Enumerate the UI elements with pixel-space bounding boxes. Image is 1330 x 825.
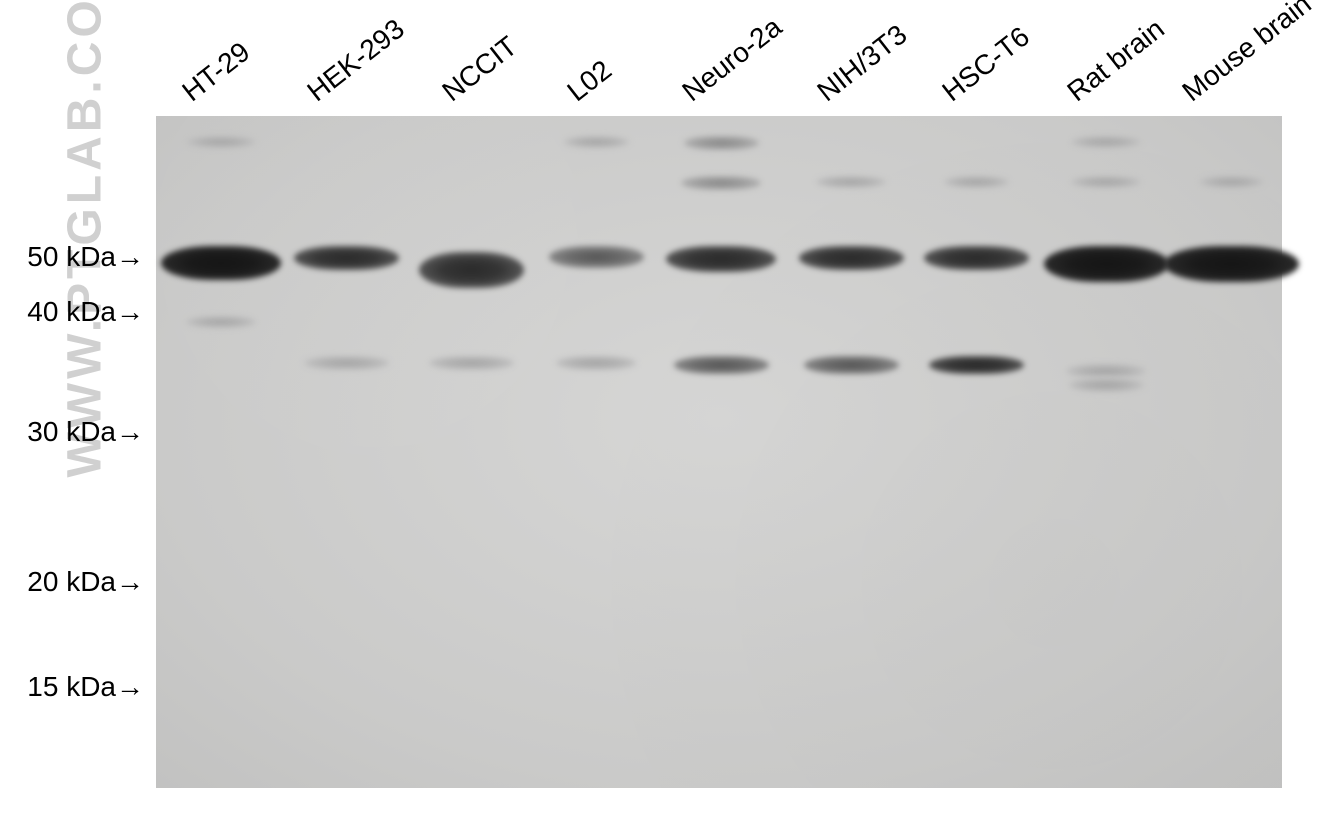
arrow-icon: → <box>116 416 144 447</box>
arrow-icon: → <box>116 671 144 702</box>
arrow-icon: → <box>116 566 144 597</box>
mw-markers-column: 50 kDa→40 kDa→30 kDa→20 kDa→15 kDa→ <box>0 116 156 788</box>
lane-label: Mouse brain <box>1176 0 1317 108</box>
mw-marker-label: 15 kDa <box>27 671 116 702</box>
lane-label: L02 <box>561 54 618 108</box>
band <box>1069 378 1144 392</box>
mw-marker: 40 kDa→ <box>27 296 144 328</box>
mw-marker-label: 30 kDa <box>27 416 116 447</box>
lane-labels-row: HT-29 HEK-293 NCCIT L02 Neuro-2a NIH/3T3 HSC-T… <box>156 0 1282 116</box>
mw-marker-label: 40 kDa <box>27 296 116 327</box>
band <box>419 252 524 288</box>
band <box>944 176 1009 188</box>
lane-label: Rat brain <box>1061 13 1170 108</box>
arrow-icon: → <box>116 241 144 272</box>
arrow-icon: → <box>116 296 144 327</box>
mw-marker-label: 20 kDa <box>27 566 116 597</box>
blot-membrane <box>156 116 1282 788</box>
band <box>804 356 899 374</box>
band <box>674 356 769 374</box>
band <box>924 246 1029 270</box>
mw-marker: 50 kDa→ <box>27 241 144 273</box>
lane-label: HT-29 <box>176 36 256 108</box>
band <box>186 136 256 148</box>
band <box>1066 364 1146 378</box>
lane-label: HSC-T6 <box>936 21 1035 108</box>
band <box>684 136 759 150</box>
band <box>294 246 399 270</box>
lane-label: HEK-293 <box>301 13 410 108</box>
band <box>186 316 256 328</box>
blot-noise <box>156 116 1282 788</box>
band <box>799 246 904 270</box>
mw-marker: 30 kDa→ <box>27 416 144 448</box>
band <box>681 176 761 190</box>
band <box>161 246 281 280</box>
band <box>1199 176 1264 188</box>
band <box>1071 176 1141 188</box>
band <box>816 176 886 188</box>
band <box>549 246 644 268</box>
blot-figure: WWW.PTGLAB.COM HT-29HEK-293NCCITL02Neuro… <box>0 0 1330 825</box>
band <box>429 356 514 370</box>
band <box>929 356 1024 374</box>
mw-marker: 15 kDa→ <box>27 671 144 703</box>
band <box>1044 246 1169 282</box>
lane-label: Neuro-2a <box>676 11 788 108</box>
mw-marker-label: 50 kDa <box>27 241 116 272</box>
lane-label: NIH/3T3 <box>811 19 913 108</box>
band <box>666 246 776 272</box>
band <box>1071 136 1141 148</box>
lane-label: NCCIT <box>436 30 523 108</box>
band <box>564 136 629 148</box>
band <box>304 356 389 370</box>
mw-marker: 20 kDa→ <box>27 566 144 598</box>
band <box>1164 246 1299 282</box>
band <box>556 356 636 370</box>
